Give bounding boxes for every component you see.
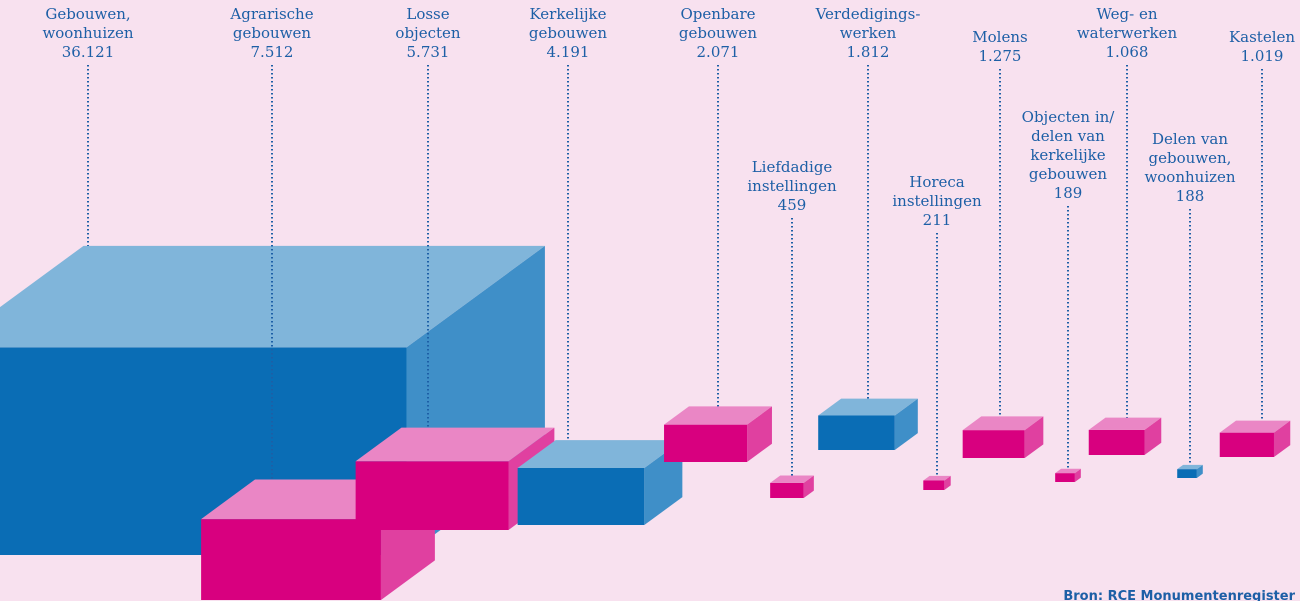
block-top <box>962 416 1044 431</box>
label-line: Losse <box>406 5 449 23</box>
value-label: 36.121 <box>62 43 115 61</box>
category-label: Kerkelijke gebouwen <box>529 5 607 42</box>
block <box>1088 417 1162 455</box>
block-front <box>1219 432 1274 457</box>
label-line: kerkelijke <box>1030 146 1105 164</box>
value-label: 7.512 <box>251 43 294 61</box>
category-label: Openbare gebouwen <box>679 5 757 42</box>
block-front <box>923 480 945 490</box>
value-label: 459 <box>778 196 807 214</box>
category-label: Molens <box>972 28 1027 46</box>
category-label: Horeca instellingen <box>892 173 982 210</box>
category-label: Kastelen <box>1229 28 1295 46</box>
label-line: Molens <box>972 28 1027 46</box>
block-top <box>818 398 918 416</box>
label-line: gebouwen <box>529 24 607 42</box>
block-top <box>1088 417 1162 430</box>
label-line: Verdedigings- <box>815 5 921 23</box>
category-label: Verdedigings-werken <box>815 5 921 42</box>
label-line: Gebouwen, <box>45 5 130 23</box>
category-label: Delen van gebouwen, woonhuizen <box>1144 130 1235 186</box>
value-label: 188 <box>1176 187 1205 205</box>
block-top <box>0 245 545 348</box>
label-line: instellingen <box>892 192 982 210</box>
value-label: 1.068 <box>1106 43 1149 61</box>
value-label: 2.071 <box>697 43 740 61</box>
block-side <box>944 475 951 490</box>
value-label: 211 <box>923 211 952 229</box>
label-line: Horeca <box>909 173 965 191</box>
block-front <box>1088 429 1145 455</box>
label-line: woonhuizen <box>42 24 133 42</box>
block-top <box>1055 468 1081 474</box>
label-line: Kastelen <box>1229 28 1295 46</box>
block <box>664 406 772 462</box>
block-side <box>1273 420 1291 457</box>
label-line: Delen van <box>1152 130 1228 148</box>
value-label: 189 <box>1054 184 1083 202</box>
label-line: gebouwen <box>679 24 757 42</box>
block-top <box>1177 464 1203 470</box>
category-label: Weg- en waterwerken <box>1077 5 1178 42</box>
label-line: Objecten in/ <box>1022 108 1116 126</box>
value-label: 1.019 <box>1241 47 1284 65</box>
label-line: Kerkelijke <box>529 5 606 23</box>
category-label: Gebouwen, woonhuizen <box>42 5 133 42</box>
label-line: gebouwen <box>1029 165 1107 183</box>
block-front <box>517 467 645 525</box>
category-label: Objecten in/delen van kerkelijke gebouwen <box>1022 108 1116 183</box>
block-front <box>770 482 804 498</box>
block <box>770 475 814 498</box>
block <box>962 416 1044 458</box>
block <box>1219 420 1291 457</box>
value-label: 5.731 <box>407 43 450 61</box>
block-front <box>1177 469 1197 478</box>
label-line: werken <box>840 24 897 42</box>
block-side <box>1144 417 1162 455</box>
block-top <box>517 440 683 468</box>
block-front <box>664 424 748 462</box>
source: Bron: RCE Monumentenregister <box>1063 589 1295 601</box>
block <box>517 440 683 525</box>
value-label: 4.191 <box>547 43 590 61</box>
block-top <box>1219 420 1291 433</box>
block-side <box>1074 468 1081 482</box>
label-line: delen van <box>1031 127 1105 145</box>
label-line: Agrarische <box>229 5 313 23</box>
block-top <box>923 475 951 481</box>
category-label: Losse objecten <box>395 5 460 42</box>
block-front <box>201 519 381 600</box>
value-label: 1.275 <box>979 47 1022 65</box>
label-line: Weg- en <box>1096 5 1157 23</box>
label-line: gebouwen <box>233 24 311 42</box>
block-front <box>1055 473 1075 482</box>
label-line: gebouwen, <box>1149 149 1232 167</box>
block-side <box>803 475 814 498</box>
category-label: Liefdadige instellingen <box>747 158 837 195</box>
block-top <box>355 427 555 462</box>
block-front <box>818 415 895 450</box>
label-line: objecten <box>395 24 460 42</box>
label-line: instellingen <box>747 177 837 195</box>
block <box>1055 468 1081 482</box>
label-line: waterwerken <box>1077 24 1178 42</box>
block-side <box>1024 416 1044 458</box>
block-top <box>770 475 814 483</box>
label-line: Openbare <box>680 5 755 23</box>
block-top <box>664 406 772 425</box>
block <box>1177 464 1203 478</box>
category-label: Agrarische gebouwen <box>229 5 313 42</box>
block-side <box>747 406 772 462</box>
label-line: woonhuizen <box>1144 168 1235 186</box>
block-side <box>1196 464 1203 478</box>
block-front <box>962 430 1025 458</box>
block-front <box>355 461 509 530</box>
label-line: Liefdadige <box>752 158 833 176</box>
block <box>818 398 918 450</box>
value-label: 1.812 <box>847 43 890 61</box>
block <box>923 475 951 490</box>
block-side <box>894 398 918 450</box>
